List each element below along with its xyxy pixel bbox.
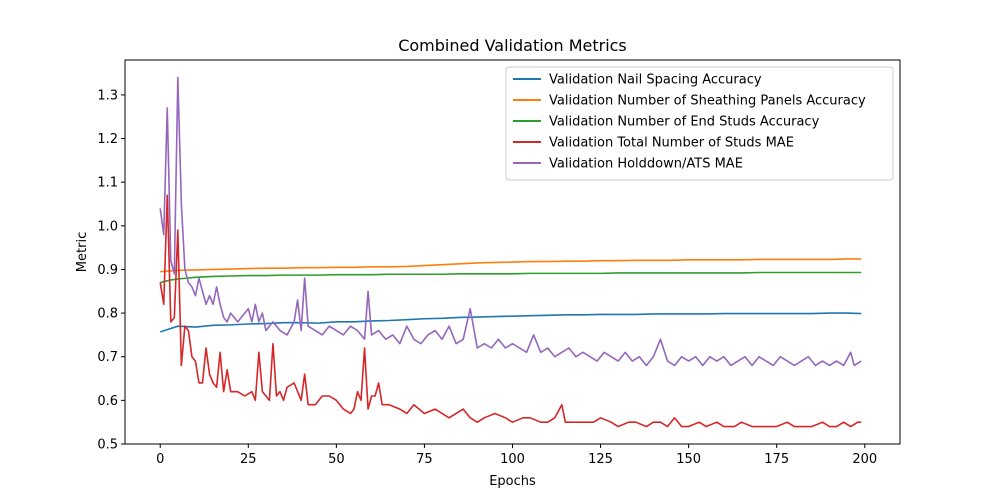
y-tick-label: 1.3 xyxy=(97,88,118,103)
series-line-2 xyxy=(160,271,862,284)
series-line-0 xyxy=(159,312,862,333)
x-tick-label: 75 xyxy=(416,452,433,467)
y-tick-label: 0.5 xyxy=(97,438,118,453)
legend-label-2: Validation Number of End Studs Accuracy xyxy=(549,115,820,130)
legend-label-3: Validation Total Number of Studs MAE xyxy=(549,136,794,151)
x-axis: 0 25 50 75 100 125 150 175 200 xyxy=(156,444,877,467)
y-tick-label: 0.8 xyxy=(97,307,118,322)
y-tick-label: 1.0 xyxy=(97,219,118,234)
legend-label-4: Validation Holddown/ATS MAE xyxy=(549,157,743,172)
legend-label-0: Validation Nail Spacing Accuracy xyxy=(549,73,762,88)
y-tick-label: 0.6 xyxy=(97,394,118,409)
legend: Validation Nail Spacing Accuracy Validati… xyxy=(505,66,894,181)
x-tick-label: 125 xyxy=(588,452,613,467)
series-line-4 xyxy=(159,76,862,367)
x-tick-label: 25 xyxy=(240,452,257,467)
y-axis: 0.5 0.6 0.7 0.8 0.9 1.0 1.1 1.2 1.3 xyxy=(97,88,125,453)
x-tick-label: 100 xyxy=(500,452,525,467)
x-tick-label: 50 xyxy=(328,452,345,467)
x-tick-label: 0 xyxy=(156,452,164,467)
chart-title: Combined Validation Metrics xyxy=(398,36,627,55)
x-tick-label: 200 xyxy=(852,452,877,467)
y-tick-label: 0.7 xyxy=(97,350,118,365)
x-tick-label: 175 xyxy=(764,452,789,467)
series-line-3 xyxy=(159,194,862,428)
y-tick-label: 0.9 xyxy=(97,263,118,278)
y-tick-label: 1.1 xyxy=(97,176,118,191)
y-tick-label: 1.2 xyxy=(97,132,118,147)
y-axis-label: Metric xyxy=(75,232,90,272)
series-line-1 xyxy=(160,258,862,273)
legend-label-1: Validation Number of Sheathing Panels Ac… xyxy=(549,94,866,109)
x-axis-label: Epochs xyxy=(489,474,536,489)
plot-lines xyxy=(159,76,862,428)
x-tick-label: 150 xyxy=(676,452,701,467)
legend-box xyxy=(505,66,894,181)
